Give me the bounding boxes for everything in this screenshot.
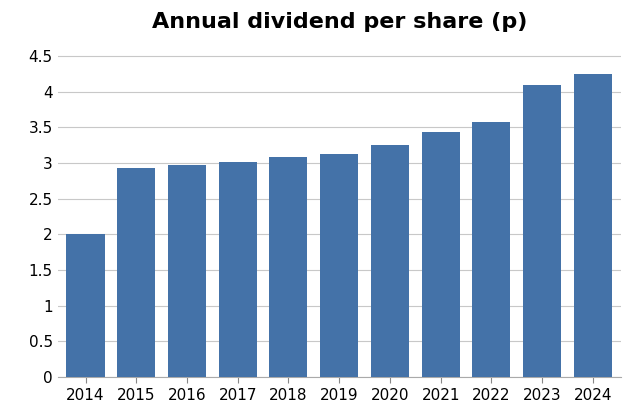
Bar <box>320 154 358 377</box>
Bar <box>117 168 156 377</box>
Bar <box>219 163 257 377</box>
Bar <box>472 122 511 377</box>
Bar <box>67 235 104 377</box>
Bar <box>168 165 206 377</box>
Title: Annual dividend per share (p): Annual dividend per share (p) <box>152 12 527 32</box>
Bar <box>371 145 409 377</box>
Bar <box>523 85 561 377</box>
Bar <box>574 74 612 377</box>
Bar <box>269 158 307 377</box>
Bar <box>422 132 460 377</box>
